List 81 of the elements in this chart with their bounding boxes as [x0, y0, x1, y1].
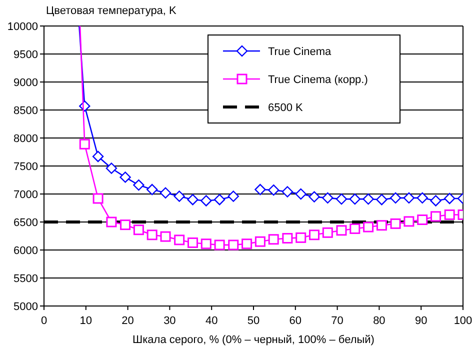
point	[200, 238, 212, 250]
point	[92, 150, 104, 162]
x-tick-label: 50	[247, 315, 260, 327]
point	[336, 193, 348, 205]
point	[282, 186, 294, 198]
x-tick-label: 90	[414, 315, 428, 327]
y-axis-title: Цветовая температура, K	[46, 5, 178, 17]
x-tick-label: 70	[331, 315, 344, 327]
point	[336, 225, 347, 236]
x-tick-label: 60	[289, 315, 302, 327]
point	[174, 190, 185, 202]
point	[322, 192, 334, 204]
y-tick-label: 9500	[14, 48, 38, 61]
y-tick-label: 5500	[14, 272, 38, 285]
point	[295, 188, 306, 200]
point	[376, 220, 387, 231]
point	[92, 193, 104, 204]
point	[416, 192, 428, 204]
point	[363, 222, 374, 232]
point	[444, 192, 456, 204]
y-tick-label: 7500	[14, 160, 38, 173]
y-tick-label: 9000	[14, 76, 38, 89]
point	[160, 187, 172, 198]
point	[200, 195, 212, 206]
point	[350, 223, 360, 234]
point	[120, 172, 131, 183]
point	[254, 236, 266, 247]
y-tick-label: 6500	[14, 216, 38, 229]
x-tick-label: 30	[164, 315, 176, 327]
point	[296, 232, 306, 243]
point	[309, 230, 320, 240]
x-axis-title: Шкала серого, % (0% – черный, 100% – белый)	[132, 334, 374, 346]
x-tick-label: 20	[122, 315, 134, 327]
point	[268, 184, 280, 196]
y-tick-label: 8500	[14, 104, 38, 117]
point	[160, 231, 171, 242]
point	[403, 192, 415, 204]
point	[120, 220, 131, 230]
point	[187, 237, 198, 248]
x-tick-label: 0	[40, 315, 48, 327]
point	[430, 195, 442, 206]
point	[174, 234, 185, 246]
point	[308, 191, 320, 202]
point	[282, 232, 293, 244]
point	[376, 194, 388, 206]
point	[349, 193, 360, 205]
x-tick-label: 40	[205, 315, 218, 327]
y-tick-label: 8000	[14, 132, 38, 145]
point	[133, 224, 144, 236]
point	[187, 194, 198, 206]
point	[133, 179, 144, 191]
point	[146, 184, 158, 196]
point	[79, 138, 90, 150]
point	[268, 234, 279, 245]
legend-label: True Cinema (корр.)	[268, 74, 368, 86]
point	[214, 240, 225, 250]
point	[254, 184, 266, 196]
x-tick-label: 100	[454, 315, 472, 327]
y-tick-label: 7000	[14, 188, 38, 201]
point	[228, 190, 239, 202]
legend-label: 6500 K	[268, 102, 304, 114]
point	[390, 218, 401, 229]
point	[214, 194, 226, 206]
point	[444, 209, 455, 220]
point	[404, 216, 414, 227]
point	[430, 211, 442, 222]
point	[242, 238, 252, 250]
point	[146, 230, 158, 240]
y-tick-label: 5000	[14, 300, 38, 313]
legend-label: True Cinema	[268, 46, 332, 58]
point	[390, 192, 402, 204]
point	[106, 216, 117, 228]
point	[322, 227, 333, 238]
point	[228, 240, 239, 250]
point	[362, 193, 374, 205]
x-tick-label: 80	[373, 315, 386, 327]
y-tick-label: 6000	[14, 244, 38, 257]
point	[106, 162, 118, 174]
x-tick-label: 10	[80, 315, 92, 327]
point	[417, 214, 428, 226]
y-tick-label: 10000	[7, 20, 38, 33]
